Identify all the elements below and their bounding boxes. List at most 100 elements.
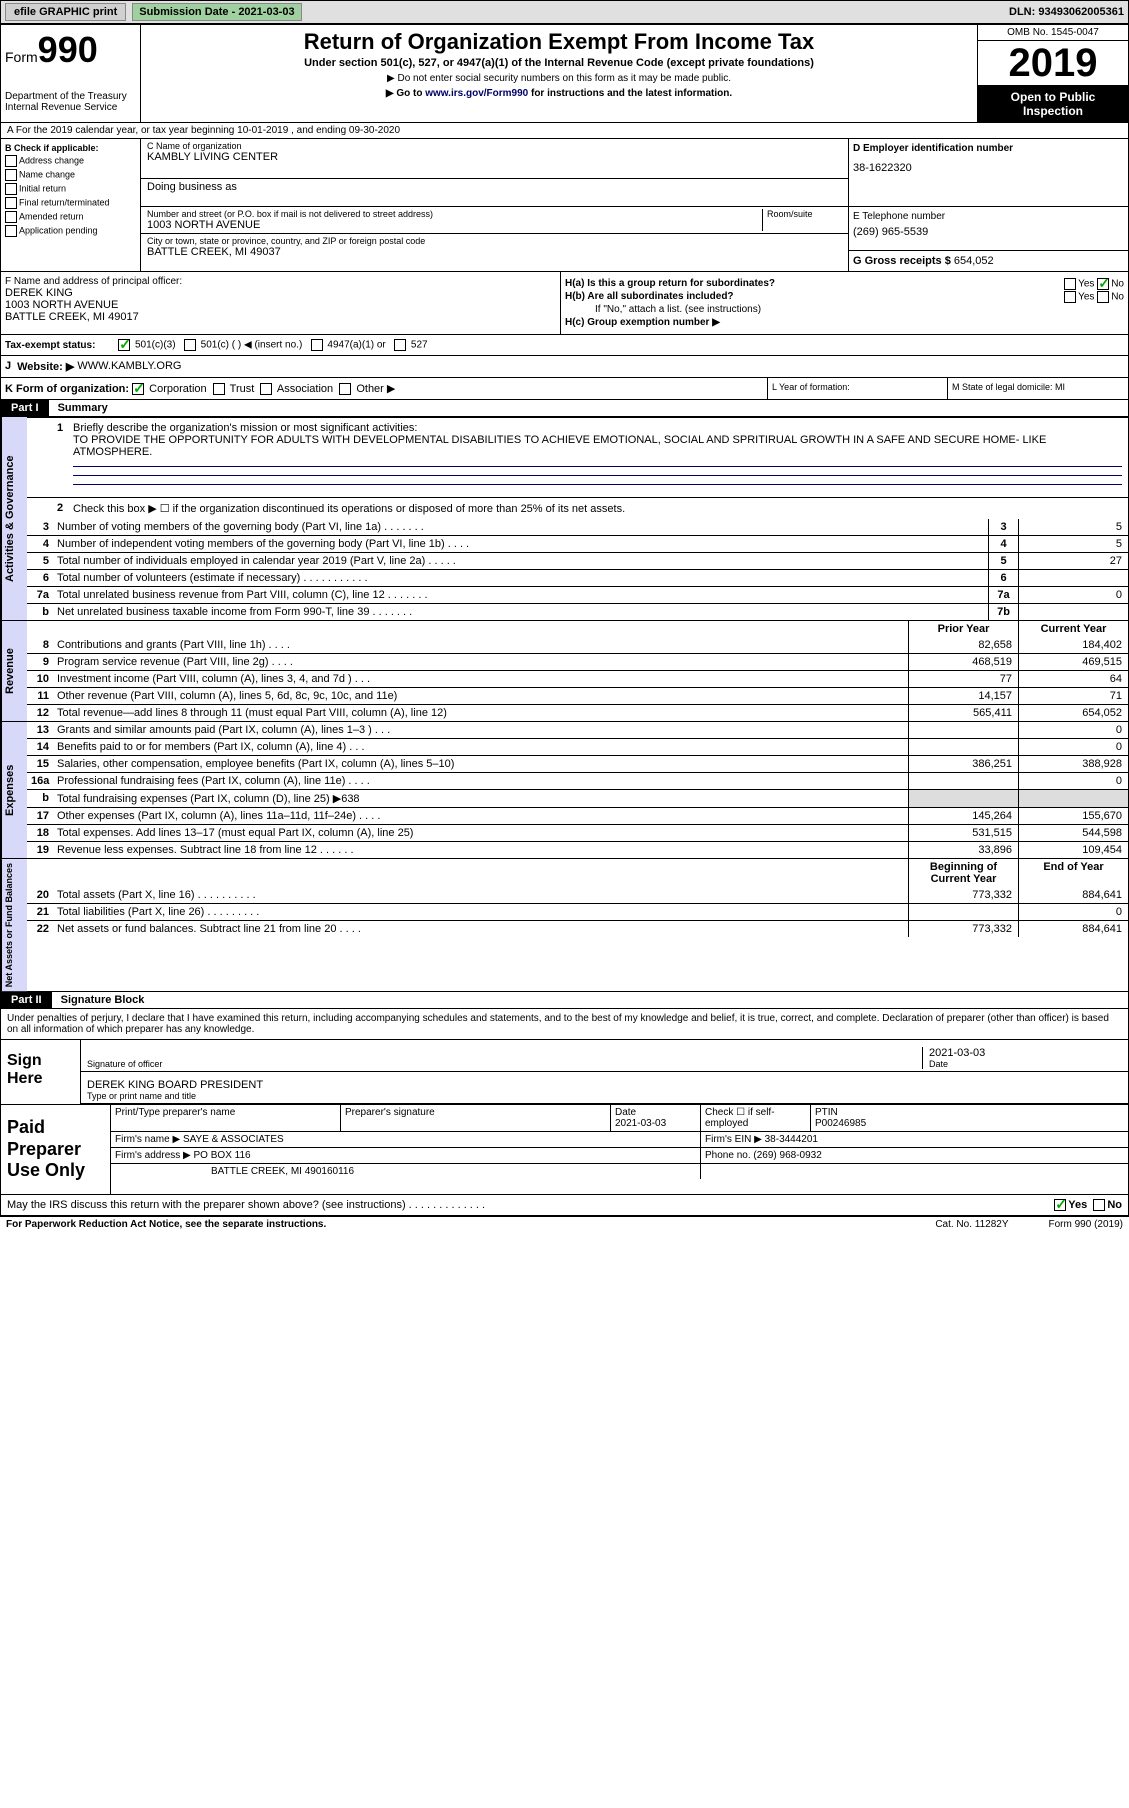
tel-val: (269) 965-5539	[853, 226, 1124, 238]
subtitle-1: Under section 501(c), 527, or 4947(a)(1)…	[149, 57, 969, 69]
officer-addr1: 1003 NORTH AVENUE	[5, 299, 556, 311]
form-prefix: Form	[5, 49, 38, 65]
sig-officer-line: Signature of officer 2021-03-03Date	[81, 1040, 1128, 1072]
table-row: 6Total number of volunteers (estimate if…	[27, 569, 1128, 586]
col-d-e-g: D Employer identification number 38-1622…	[848, 139, 1128, 271]
expenses-label: Expenses	[1, 722, 27, 858]
officer-name: DEREK KING	[5, 287, 556, 299]
form-container: Form990 Department of the Treasury Inter…	[0, 24, 1129, 1216]
part2-header: Part II	[1, 992, 52, 1008]
table-row: 21Total liabilities (Part X, line 26) . …	[27, 903, 1128, 920]
officer-box: F Name and address of principal officer:…	[1, 272, 561, 334]
room-col: Room/suite	[762, 209, 842, 231]
cb-name[interactable]: Name change	[5, 169, 136, 181]
cb-initial[interactable]: Initial return	[5, 183, 136, 195]
table-row: 22Net assets or fund balances. Subtract …	[27, 920, 1128, 937]
gross-val: 654,052	[954, 255, 994, 267]
table-row: 4Number of independent voting members of…	[27, 535, 1128, 552]
part2-row: Part II Signature Block	[1, 991, 1128, 1008]
tax-status-row: Tax-exempt status: 501(c)(3) 501(c) ( ) …	[1, 334, 1128, 355]
netassets-label: Net Assets or Fund Balances	[1, 859, 27, 991]
row-a: A For the 2019 calendar year, or tax yea…	[1, 122, 1128, 138]
cb-pending[interactable]: Application pending	[5, 225, 136, 237]
identity-grid: B Check if applicable: Address change Na…	[1, 138, 1128, 271]
form-number: 990	[38, 29, 98, 70]
b-label: B Check if applicable:	[5, 143, 136, 153]
revenue-section: Revenue Prior Year Current Year 8Contrib…	[1, 620, 1128, 721]
preparer-grid: Paid Preparer Use Only Print/Type prepar…	[1, 1104, 1128, 1194]
prep-row-2: Firm's name ▶ SAYE & ASSOCIATES Firm's E…	[111, 1132, 1128, 1148]
omb-label: OMB No. 1545-0047	[978, 25, 1128, 41]
subtitle-2b: ▶ Go to www.irs.gov/Form990 for instruct…	[149, 88, 969, 99]
table-row: 11Other revenue (Part VIII, column (A), …	[27, 687, 1128, 704]
declaration: Under penalties of perjury, I declare th…	[1, 1008, 1128, 1039]
part1-header: Part I	[1, 400, 49, 416]
table-row: 8Contributions and grants (Part VIII, li…	[27, 637, 1128, 653]
part1-row: Part I Summary	[1, 399, 1128, 416]
table-row: 13Grants and similar amounts paid (Part …	[27, 722, 1128, 738]
irs-link[interactable]: www.irs.gov/Form990	[425, 88, 528, 99]
website-val: WWW.KAMBLY.ORG	[77, 360, 181, 373]
subtitle-2a: ▶ Do not enter social security numbers o…	[149, 73, 969, 84]
ein-box: D Employer identification number 38-1622…	[849, 139, 1128, 207]
part2-name: Signature Block	[55, 992, 151, 1008]
form-id-box: Form990 Department of the Treasury Inter…	[1, 25, 141, 122]
submission-date: Submission Date - 2021-03-03	[132, 3, 301, 21]
street-val: 1003 NORTH AVENUE	[147, 219, 762, 231]
table-row: 5Total number of individuals employed in…	[27, 552, 1128, 569]
sign-here-grid: Sign Here Signature of officer 2021-03-0…	[1, 1039, 1128, 1104]
footer-cat: Cat. No. 11282Y	[935, 1219, 1008, 1230]
street-row: Number and street (or P.O. box if mail i…	[141, 207, 848, 234]
governance-label: Activities & Governance	[1, 417, 27, 620]
governance-section: Activities & Governance 1 Briefly descri…	[1, 416, 1128, 620]
l-box: L Year of formation:	[768, 378, 948, 399]
tax-year: 2019	[978, 41, 1128, 86]
ein-val: 38-1622320	[853, 162, 1124, 174]
officer-addr2: BATTLE CREEK, MI 49017	[5, 311, 556, 323]
part1-name: Summary	[52, 400, 114, 416]
prep-row-3b: BATTLE CREEK, MI 490160116	[111, 1164, 1128, 1179]
cb-address[interactable]: Address change	[5, 155, 136, 167]
footer-form: Form 990 (2019)	[1049, 1219, 1123, 1230]
table-row: bNet unrelated business taxable income f…	[27, 603, 1128, 620]
cb-final[interactable]: Final return/terminated	[5, 197, 136, 209]
dba-row: Doing business as	[141, 179, 848, 207]
city-val: BATTLE CREEK, MI 49037	[147, 246, 842, 258]
prep-row-3: Firm's address ▶ PO BOX 116 Phone no. (2…	[111, 1148, 1128, 1164]
footer: For Paperwork Reduction Act Notice, see …	[0, 1216, 1129, 1232]
form-header: Form990 Department of the Treasury Inter…	[1, 25, 1128, 122]
table-row: 17Other expenses (Part IX, column (A), l…	[27, 807, 1128, 824]
table-row: 16aProfessional fundraising fees (Part I…	[27, 772, 1128, 789]
efile-label[interactable]: efile GRAPHIC print	[5, 3, 126, 21]
table-row: 12Total revenue—add lines 8 through 11 (…	[27, 704, 1128, 721]
officer-h-row: F Name and address of principal officer:…	[1, 271, 1128, 334]
org-name: KAMBLY LIVING CENTER	[147, 151, 842, 163]
netassets-header: Beginning of Current Year End of Year	[27, 859, 1128, 887]
col-b: B Check if applicable: Address change Na…	[1, 139, 141, 271]
sig-name-line: DEREK KING BOARD PRESIDENTType or print …	[81, 1072, 1128, 1104]
table-row: 19Revenue less expenses. Subtract line 1…	[27, 841, 1128, 858]
prep-row-1: Print/Type preparer's name Preparer's si…	[111, 1105, 1128, 1132]
netassets-section: Net Assets or Fund Balances Beginning of…	[1, 858, 1128, 991]
sign-here-label: Sign Here	[1, 1040, 81, 1104]
footer-left: For Paperwork Reduction Act Notice, see …	[6, 1219, 326, 1230]
year-box: OMB No. 1545-0047 2019 Open to Public In…	[978, 25, 1128, 122]
table-row: 7aTotal unrelated business revenue from …	[27, 586, 1128, 603]
table-row: 15Salaries, other compensation, employee…	[27, 755, 1128, 772]
revenue-header: Prior Year Current Year	[27, 621, 1128, 637]
table-row: 14Benefits paid to or for members (Part …	[27, 738, 1128, 755]
city-row: City or town, state or province, country…	[141, 234, 848, 262]
table-row: bTotal fundraising expenses (Part IX, co…	[27, 789, 1128, 807]
table-row: 3Number of voting members of the governi…	[27, 519, 1128, 535]
mission-text: TO PROVIDE THE OPPORTUNITY FOR ADULTS WI…	[73, 434, 1122, 458]
form-title-box: Return of Organization Exempt From Incom…	[141, 25, 978, 122]
table-row: 20Total assets (Part X, line 16) . . . .…	[27, 887, 1128, 903]
preparer-label: Paid Preparer Use Only	[1, 1105, 111, 1194]
line1: 1 Briefly describe the organization's mi…	[27, 417, 1128, 497]
website-row: J Website: ▶ WWW.KAMBLY.ORG	[1, 355, 1128, 377]
form-title: Return of Organization Exempt From Incom…	[149, 29, 969, 55]
efile-top-bar: efile GRAPHIC print Submission Date - 20…	[0, 0, 1129, 24]
cb-amended[interactable]: Amended return	[5, 211, 136, 223]
dept-label: Department of the Treasury Internal Reve…	[5, 91, 136, 113]
m-box: M State of legal domicile: MI	[948, 378, 1128, 399]
